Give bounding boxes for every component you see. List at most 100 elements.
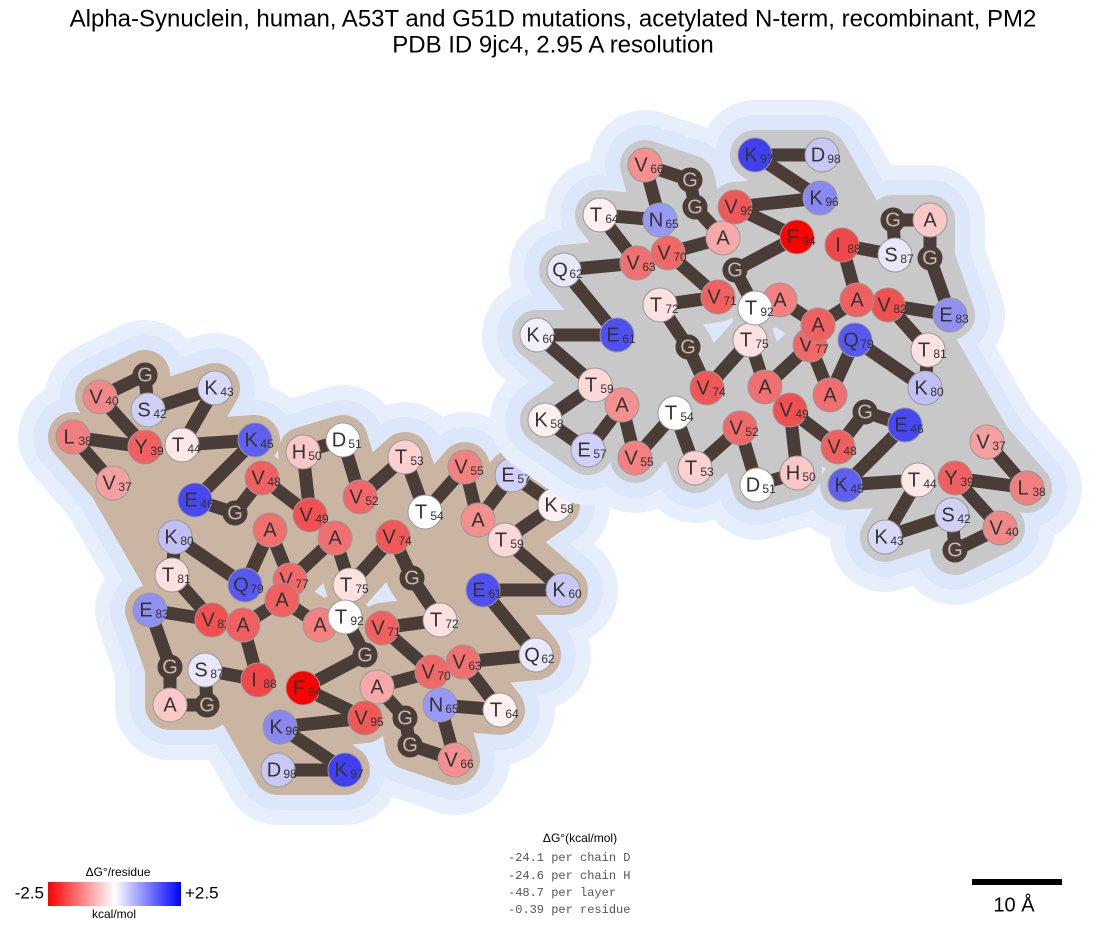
residue-code: H <box>786 462 800 484</box>
residue-code: V <box>634 154 648 176</box>
residue-code: V <box>349 486 363 508</box>
residue <box>837 322 873 358</box>
residue-code: E <box>939 304 952 326</box>
residue-code: V <box>382 526 396 548</box>
residue-code: G <box>402 734 418 756</box>
residue-code: V <box>779 399 793 421</box>
residue-code: Q <box>524 644 540 666</box>
residue <box>824 227 860 263</box>
residue-code: G <box>885 209 901 231</box>
residue-code: T <box>590 204 602 226</box>
residue <box>934 497 970 533</box>
residue-number: 43 <box>890 534 904 548</box>
residue-code: A <box>163 694 177 716</box>
residue-code: A <box>773 289 787 311</box>
residue-code: A <box>716 227 730 249</box>
residue <box>910 332 946 368</box>
title-line: PDB ID 9jc4, 2.95 A resolution <box>392 31 714 58</box>
residue <box>867 519 903 555</box>
residue <box>95 465 131 501</box>
residue-code: V <box>299 504 313 526</box>
residue-code: F <box>787 226 799 248</box>
residue-code: D <box>746 474 760 496</box>
residue <box>737 137 773 173</box>
residue <box>414 654 450 690</box>
residue-number: 66 <box>650 162 664 176</box>
residue <box>722 410 758 446</box>
residue-number: 38 <box>78 434 92 448</box>
residue-code: T <box>430 609 442 631</box>
residue-number: 79 <box>250 582 264 596</box>
residue <box>642 202 678 238</box>
residue-code: A <box>615 394 629 416</box>
residue-code: E <box>501 464 514 486</box>
residue <box>675 334 701 360</box>
residue <box>460 502 496 538</box>
residue-number: 82 <box>893 302 907 316</box>
residue <box>582 197 618 233</box>
residue <box>407 494 443 530</box>
residue-number: 70 <box>673 250 687 264</box>
residue <box>739 467 775 503</box>
residue-code: A <box>370 676 384 698</box>
residue-code: V <box>729 417 743 439</box>
residue-code: S <box>194 659 207 681</box>
residue <box>197 370 233 406</box>
residue <box>779 455 815 491</box>
residue-code: K <box>204 377 218 399</box>
residue <box>969 424 1005 460</box>
residue <box>82 379 118 415</box>
residue <box>839 282 875 318</box>
residue-number: 77 <box>295 577 309 591</box>
legend-unit: kcal/mol <box>92 907 136 921</box>
residue-number: 63 <box>642 260 656 274</box>
residue-code: K <box>914 377 928 399</box>
residue-code: G <box>162 656 178 678</box>
residue-code: K <box>834 474 848 496</box>
residue <box>677 450 713 486</box>
residue-code: V <box>624 447 638 469</box>
residue-code: D <box>267 759 281 781</box>
residue-number: 45 <box>850 482 864 496</box>
residue <box>900 462 936 498</box>
residue-number: 92 <box>350 614 364 628</box>
residue-code: H <box>292 441 306 463</box>
residue <box>617 440 653 476</box>
residue-number: 96 <box>825 195 839 209</box>
legend-min: -2.5 <box>15 883 44 902</box>
residue <box>577 367 613 403</box>
residue-code: V <box>989 517 1003 539</box>
residue-code: G <box>357 644 373 666</box>
residue <box>422 602 458 638</box>
residue <box>194 692 220 718</box>
residue-code: S <box>137 399 150 421</box>
residue-code: Q <box>233 574 249 596</box>
residue <box>347 700 383 736</box>
residue-number: 51 <box>762 482 776 496</box>
residue-code: E <box>577 439 590 461</box>
residue-code: T <box>340 574 352 596</box>
residue <box>177 482 213 518</box>
residue-number: 40 <box>105 394 119 408</box>
residue-number: 42 <box>153 407 167 421</box>
residue-code: V <box>454 456 468 478</box>
residue-code: V <box>724 196 738 218</box>
residue <box>260 752 296 788</box>
residue-code: E <box>139 599 152 621</box>
residue-code: K <box>874 526 888 548</box>
residue-number: 62 <box>541 652 555 666</box>
residue-code: K <box>269 716 283 738</box>
residue-number: 48 <box>843 444 857 458</box>
residue-code: G <box>680 336 696 358</box>
residue <box>827 467 863 503</box>
residue-code: I <box>251 669 257 691</box>
residue-code: G <box>857 401 873 423</box>
residue <box>422 687 458 723</box>
residue <box>132 592 168 628</box>
title-line: Alpha-Synuclein, human, A53T and G51D mu… <box>70 5 1037 32</box>
residue-number: 50 <box>802 470 816 484</box>
residue-number: 50 <box>308 449 322 463</box>
residue-number: 75 <box>355 582 369 596</box>
